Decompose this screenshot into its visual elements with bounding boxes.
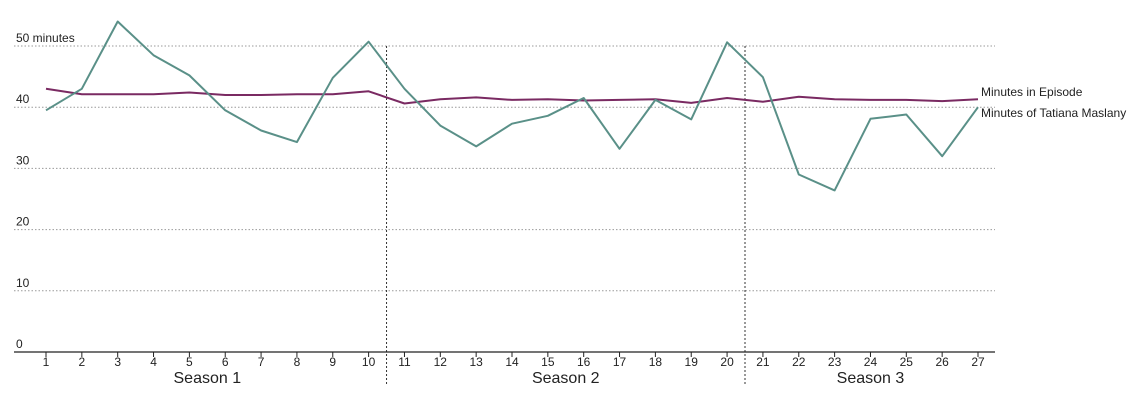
x-tick-label: 16	[577, 355, 591, 369]
y-tick-label: 30	[16, 153, 30, 167]
season-label: Season 2	[532, 370, 600, 387]
season-label: Season 1	[174, 370, 242, 387]
x-tick-label: 2	[79, 355, 86, 369]
x-tick-label: 15	[541, 355, 555, 369]
x-tick-label: 17	[613, 355, 627, 369]
x-tick-label: 8	[294, 355, 301, 369]
x-tick-label: 7	[258, 355, 265, 369]
x-tick-label: 19	[685, 355, 699, 369]
x-tick-label: 13	[469, 355, 483, 369]
y-tick-label: 50 minutes	[16, 31, 75, 45]
series-layer	[45, 20, 979, 192]
x-tick-label: 26	[935, 355, 949, 369]
x-axis	[14, 351, 995, 357]
x-tick-label: 24	[864, 355, 878, 369]
grid-layer	[14, 45, 995, 292]
x-tick-label: 27	[971, 355, 985, 369]
x-tick-label: 18	[649, 355, 663, 369]
series-line-1	[45, 87, 979, 105]
season-dividers	[386, 46, 746, 384]
x-tick-label: 11	[398, 355, 411, 369]
x-tick-label: 4	[150, 355, 157, 369]
x-tick-label: 21	[756, 355, 770, 369]
x-tick-label: 1	[43, 355, 50, 369]
x-tick-label: 20	[720, 355, 734, 369]
x-tick-label: 10	[362, 355, 376, 369]
x-tick-label: 5	[186, 355, 193, 369]
y-tick-label: 20	[16, 215, 30, 229]
y-tick-label: 0	[16, 337, 23, 351]
x-tick-label: 25	[900, 355, 914, 369]
x-tick-label: 3	[114, 355, 121, 369]
x-tick-label: 22	[792, 355, 806, 369]
x-tick-label: 23	[828, 355, 842, 369]
y-tick-label: 10	[16, 276, 30, 290]
series-end-label: Minutes in Episode	[981, 85, 1083, 99]
x-tick-label: 6	[222, 355, 229, 369]
x-tick-label: 12	[434, 355, 448, 369]
x-tick-label: 14	[505, 355, 519, 369]
x-tick-label: 9	[329, 355, 336, 369]
season-label: Season 3	[837, 370, 905, 387]
series-end-label: Minutes of Tatiana Maslany	[981, 106, 1126, 120]
y-tick-label: 40	[16, 92, 30, 106]
series-line-2	[45, 20, 979, 192]
